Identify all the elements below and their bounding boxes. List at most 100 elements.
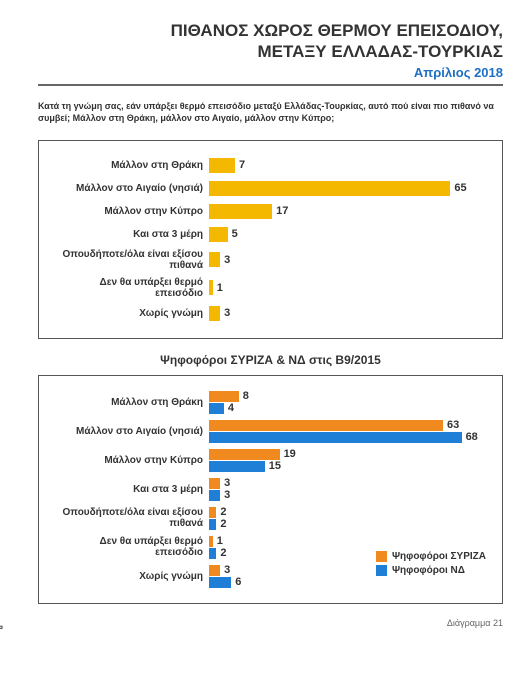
bar-value: 3 bbox=[224, 489, 230, 501]
bar-value: 2 bbox=[220, 506, 226, 518]
bar-label: Και στα 3 μέρη bbox=[49, 484, 209, 495]
bar-label: Και στα 3 μέρη bbox=[49, 229, 209, 240]
bar-track: 3 bbox=[209, 251, 486, 268]
bar-value: 3 bbox=[224, 307, 230, 319]
legend-swatch bbox=[376, 551, 387, 562]
bar-value: 1 bbox=[217, 535, 223, 547]
bar: 7 bbox=[209, 158, 486, 173]
legend: Ψηφοφόροι ΣΥΡΙΖΑ Ψηφοφόροι ΝΔ bbox=[376, 548, 486, 579]
bar-label: Μάλλον στο Αιγαίο (νησιά) bbox=[49, 426, 209, 437]
bar-track: 1 bbox=[209, 279, 486, 296]
bar: 17 bbox=[209, 204, 486, 219]
logo: public issue bbox=[0, 493, 4, 630]
bar-label: Οπουδήποτε/όλα είναι εξίσου πιθανά bbox=[49, 249, 209, 271]
chart-row: Μάλλον στην Κύπρο 17 bbox=[49, 203, 486, 220]
bar-fill bbox=[209, 306, 220, 321]
bar-label: Δεν θα υπάρξει θερμό επεισόδιο bbox=[49, 277, 209, 299]
bar-fill bbox=[209, 158, 235, 173]
bar-value: 68 bbox=[466, 431, 478, 443]
bar-value: 19 bbox=[284, 448, 296, 460]
bar-value: 1 bbox=[217, 282, 223, 294]
sub-title: Ψηφοφόροι ΣΥΡΙΖΑ & ΝΔ στις Β9/2015 bbox=[38, 353, 503, 367]
bar: 5 bbox=[209, 227, 486, 242]
bar-fill bbox=[209, 478, 220, 489]
bar-value: 3 bbox=[224, 477, 230, 489]
bar-value: 4 bbox=[228, 402, 234, 414]
header: ΠΙΘΑΝΟΣ ΧΩΡΟΣ ΘΕΡΜΟΥ ΕΠΕΙΣΟΔΙΟΥ, ΜΕΤΑΞΥ … bbox=[38, 20, 503, 86]
bar-value: 3 bbox=[224, 254, 230, 266]
bar: 1 bbox=[209, 536, 486, 547]
bar: 63 bbox=[209, 420, 486, 431]
bar-value: 5 bbox=[232, 228, 238, 240]
chart-row: Μάλλον στο Αιγαίο (νησιά) 65 bbox=[49, 180, 486, 197]
chart-row: Και στα 3 μέρη 5 bbox=[49, 226, 486, 243]
chart-row: Χωρίς γνώμη3 bbox=[49, 305, 486, 322]
title-line: ΠΙΘΑΝΟΣ ΧΩΡΟΣ ΘΕΡΜΟΥ ΕΠΕΙΣΟΔΙΟΥ, bbox=[171, 21, 503, 40]
bar-value: 17 bbox=[276, 205, 288, 217]
bar-label: Μάλλον στην Κύπρο bbox=[49, 206, 209, 217]
bar: 2 bbox=[209, 507, 486, 518]
chart-row: Μάλλον στο Αιγαίο (νησιά)6368 bbox=[49, 419, 486, 444]
bar-value: 2 bbox=[220, 518, 226, 530]
chart-overall: Μάλλον στη Θράκη7Μάλλον στο Αιγαίο (νησι… bbox=[38, 140, 503, 339]
bar: 3 bbox=[209, 490, 486, 501]
bar-label: Οπουδήποτε/όλα είναι εξίσου πιθανά bbox=[49, 507, 209, 529]
bar-value: 2 bbox=[220, 547, 226, 559]
legend-label: Ψηφοφόροι ΣΥΡΙΖΑ bbox=[392, 551, 486, 562]
bar-fill bbox=[209, 519, 216, 530]
bar-fill bbox=[209, 420, 443, 431]
bar-label: Μάλλον στη Θράκη bbox=[49, 397, 209, 408]
date-label: Απρίλιος 2018 bbox=[38, 65, 503, 80]
bar: 3 bbox=[209, 306, 486, 321]
bar-label: Μάλλον στο Αιγαίο (νησιά) bbox=[49, 183, 209, 194]
bar-track: 5 bbox=[209, 226, 486, 243]
bar-track: 22 bbox=[209, 506, 486, 531]
bar-fill bbox=[209, 227, 228, 242]
chart-row: Μάλλον στην Κύπρο1915 bbox=[49, 448, 486, 473]
logo-part: issue bbox=[0, 493, 3, 554]
chart-row: Δεν θα υπάρξει θερμό επεισόδιο 1 bbox=[49, 277, 486, 299]
bar-track: 7 bbox=[209, 157, 486, 174]
bar: 3 bbox=[209, 252, 486, 267]
chart-row: Οπουδήποτε/όλα είναι εξίσου πιθανά22 bbox=[49, 506, 486, 531]
chart-row: Και στα 3 μέρη33 bbox=[49, 477, 486, 502]
bar-fill bbox=[209, 181, 450, 196]
bar-track: 6368 bbox=[209, 419, 486, 444]
bar-fill bbox=[209, 204, 272, 219]
bar-track: 1915 bbox=[209, 448, 486, 473]
bar: 1 bbox=[209, 280, 486, 295]
bar-label: Χωρίς γνώμη bbox=[49, 571, 209, 582]
footer-label: Διάγραμμα 21 bbox=[38, 618, 503, 628]
bar-fill bbox=[209, 461, 265, 472]
legend-item: Ψηφοφόροι ΣΥΡΙΖΑ bbox=[376, 551, 486, 562]
bar: 19 bbox=[209, 449, 486, 460]
bar-value: 65 bbox=[454, 182, 466, 194]
bar: 2 bbox=[209, 519, 486, 530]
logo-part: public bbox=[0, 554, 3, 630]
bar-track: 3 bbox=[209, 305, 486, 322]
bar-fill bbox=[209, 536, 213, 547]
bar-fill bbox=[209, 432, 462, 443]
chart-row: Μάλλον στη Θράκη84 bbox=[49, 390, 486, 415]
bar-label: Μάλλον στην Κύπρο bbox=[49, 455, 209, 466]
bar-value: 6 bbox=[235, 576, 241, 588]
bar-track: 33 bbox=[209, 477, 486, 502]
bar-fill bbox=[209, 449, 280, 460]
bar-fill bbox=[209, 507, 216, 518]
bar: 8 bbox=[209, 391, 486, 402]
bar-value: 3 bbox=[224, 564, 230, 576]
bar-track: 65 bbox=[209, 180, 486, 197]
legend-label: Ψηφοφόροι ΝΔ bbox=[392, 565, 465, 576]
divider bbox=[38, 84, 503, 86]
bar: 68 bbox=[209, 432, 486, 443]
chart-row: Οπουδήποτε/όλα είναι εξίσου πιθανά 3 bbox=[49, 249, 486, 271]
title-line: ΜΕΤΑΞΥ ΕΛΛΑΔΑΣ-ΤΟΥΡΚΙΑΣ bbox=[257, 42, 503, 61]
bar-label: Μάλλον στη Θράκη bbox=[49, 160, 209, 171]
bar-value: 8 bbox=[243, 390, 249, 402]
bar-fill bbox=[209, 252, 220, 267]
legend-item: Ψηφοφόροι ΝΔ bbox=[376, 565, 486, 576]
bar-fill bbox=[209, 548, 216, 559]
bar-track: 84 bbox=[209, 390, 486, 415]
chart-row: Μάλλον στη Θράκη7 bbox=[49, 157, 486, 174]
chart-by-party: Μάλλον στη Θράκη84Μάλλον στο Αιγαίο (νησ… bbox=[38, 375, 503, 604]
